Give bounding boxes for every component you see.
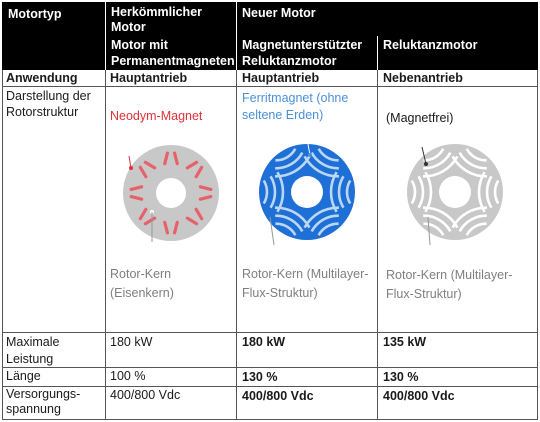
header-col3-sub-label: Reluktanzmotor xyxy=(383,38,478,52)
row-spannung-label: Versorgungs-spannung xyxy=(6,387,81,416)
row-darstellung-label: Darstellung der Rotorstruktur xyxy=(6,89,91,119)
neodym-label: Neodym-Magnet xyxy=(110,109,203,123)
rotor-pm-image xyxy=(123,145,219,242)
ferrit-label: Ferritmagnet (ohne seltene Erden) xyxy=(242,91,349,122)
row-leistung-label: Maximale Leistung xyxy=(6,335,60,366)
row-anwendung-label: Anwendung xyxy=(6,71,78,85)
row-anwendung-c1: Hauptantrieb xyxy=(110,71,188,85)
row-laenge-c1: 100 % xyxy=(110,369,146,383)
header-motortyp: Motortyp xyxy=(2,2,105,70)
row-leistung-c3: 135 kW xyxy=(383,335,427,349)
header-herkoemmlich: Herkömmlicher Motor xyxy=(105,2,236,36)
row-anwendung-c2: Hauptantrieb xyxy=(242,71,320,85)
row-leistung-c1: 180 kW xyxy=(110,335,153,349)
row-laenge-c3: 130 % xyxy=(383,370,419,384)
row-laenge-c2: 130 % xyxy=(242,370,278,384)
header-motortyp-label: Motortyp xyxy=(8,7,62,21)
rotor-kern-c2: Rotor-Kern (Multilayer-Flux-Struktur) xyxy=(242,267,369,300)
row-spannung-c2: 400/800 Vdc xyxy=(242,389,314,403)
header-col3-sub: Reluktanzmotor xyxy=(377,36,538,70)
rotor-mar-image xyxy=(259,138,355,246)
row-laenge-label: Länge xyxy=(6,369,41,383)
rotor-kern-c1: Rotor-Kern (Eisenkern) xyxy=(110,267,174,300)
rotor-kern-c3: Rotor-Kern (Multilayer-Flux-Struktur) xyxy=(386,268,513,301)
header-col1-sub: Motor mit Permanentmagneten xyxy=(105,36,236,70)
header-col1-sub-label: Motor mit Permanentmagneten xyxy=(111,38,235,68)
header-neuer-label: Neuer Motor xyxy=(242,6,316,20)
row-spannung-c3: 400/800 Vdc xyxy=(383,389,455,403)
magnetfrei-label: (Magnetfrei) xyxy=(386,111,454,125)
row-leistung-c2: 180 kW xyxy=(242,335,286,349)
header-herkoemmlich-label: Herkömmlicher Motor xyxy=(111,5,203,34)
rotor-rel-image xyxy=(407,144,503,246)
header-col2-sub: Magnetunterstützter Reluktanzmotor xyxy=(236,36,377,70)
header-col2-sub-label: Magnetunterstützter Reluktanzmotor xyxy=(242,38,363,68)
row-anwendung-c3: Nebenantrieb xyxy=(383,71,463,85)
row-spannung-c1: 400/800 Vdc xyxy=(110,388,181,402)
header-neuer: Neuer Motor xyxy=(236,2,538,36)
